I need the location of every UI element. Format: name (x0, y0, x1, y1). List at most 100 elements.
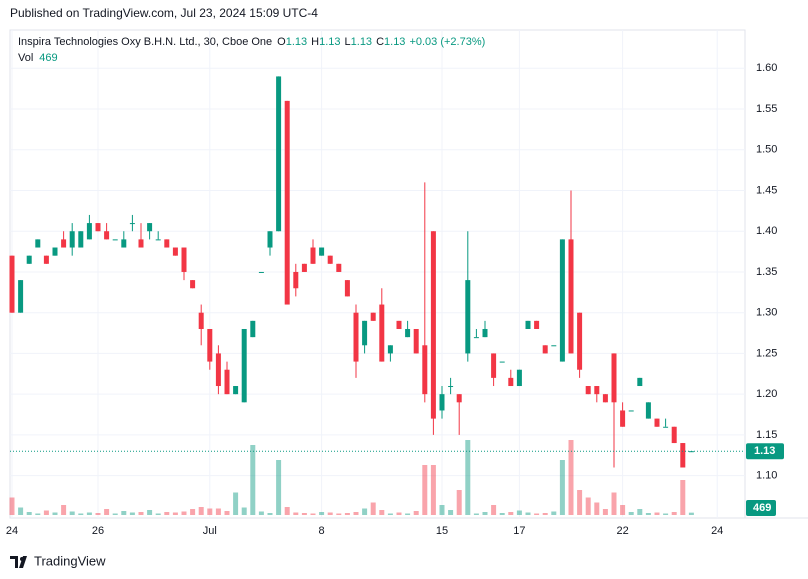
volume-bar (121, 511, 127, 515)
x-tick-label: 8 (319, 525, 325, 537)
volume-bar (602, 509, 608, 515)
last-price-label: 1.13 (754, 445, 775, 457)
x-tick-label: 26 (92, 525, 104, 537)
volume-bar (456, 490, 462, 515)
volume-bar (301, 513, 307, 515)
volume-bar (172, 512, 178, 515)
y-tick-label: 1.50 (756, 144, 777, 156)
volume-bar (637, 509, 643, 515)
candle-body (671, 426, 677, 444)
volume-bar (645, 513, 651, 515)
candle-body (499, 361, 505, 363)
volume-bar (353, 512, 359, 515)
candle-body (594, 386, 600, 395)
candle-body (190, 280, 196, 289)
volume-bar (499, 513, 505, 515)
legend-text: Inspira Technologies Oxy B.H.N. Ltd., 30… (18, 36, 272, 48)
candle-body (147, 223, 153, 232)
volume-legend: Vol 469 (18, 52, 58, 64)
candle-body (396, 320, 402, 329)
last-volume-box (746, 500, 776, 516)
candle-body (78, 231, 84, 248)
candle-body (482, 328, 488, 338)
candle-body (525, 320, 531, 329)
brand-name: TradingView (34, 553, 106, 568)
volume-bar (215, 508, 221, 515)
candle-body (577, 312, 583, 370)
x-tick-label: 24 (711, 525, 723, 537)
volume-bar (233, 492, 239, 515)
candle-body (602, 394, 608, 403)
candle-body (104, 231, 110, 240)
legend-text: +0.03 (+2.73%) (409, 36, 485, 48)
x-tick-label: 22 (616, 525, 628, 537)
volume-bar (654, 512, 660, 515)
candle-body (52, 247, 58, 256)
volume-bar (594, 502, 600, 515)
volume-bar (551, 511, 557, 515)
volume-bar (9, 497, 15, 515)
candle-body (542, 345, 548, 354)
candle-body (319, 247, 325, 256)
candle-body (628, 410, 634, 412)
volume-bar (413, 511, 419, 515)
volume-bar (319, 512, 325, 515)
y-tick-label: 1.15 (756, 429, 777, 441)
candle-body (680, 443, 686, 468)
volume-bar (585, 497, 591, 515)
y-tick-label: 1.55 (756, 103, 777, 115)
candle-body (224, 369, 230, 395)
volume-bar (448, 510, 454, 515)
candle-body (637, 377, 643, 387)
legend-text: 1.13 (351, 36, 372, 48)
volume-bar (680, 480, 686, 515)
y-tick-label: 1.35 (756, 266, 777, 278)
candle-body (413, 328, 419, 354)
volume-bar (207, 508, 213, 515)
candle-body (370, 312, 376, 321)
volume-bar (508, 512, 514, 515)
volume-bar (61, 505, 67, 515)
candle-body (86, 223, 92, 240)
volume-bar (138, 512, 144, 515)
candle-body (456, 394, 462, 403)
volume-bar (688, 512, 694, 515)
candle-body (9, 255, 15, 313)
candle-body (301, 263, 307, 272)
volume-bar (258, 511, 264, 515)
x-tick-label: 24 (6, 525, 18, 537)
candle-body (61, 239, 67, 248)
volume-bar (181, 511, 187, 515)
candle-body (284, 100, 290, 305)
volume-bar (516, 510, 522, 515)
legend-text: C (376, 36, 384, 48)
legend-text: 1.13 (319, 36, 340, 48)
x-tick-label: Jul (203, 525, 217, 537)
volume-bar (491, 505, 497, 515)
candle-body (233, 386, 239, 395)
y-tick-label: 1.30 (756, 307, 777, 319)
volume-bar (155, 513, 161, 515)
candle-body (387, 345, 393, 354)
last-volume-label: 469 (753, 502, 771, 514)
candle-body (26, 255, 32, 264)
volume-bar (86, 512, 92, 515)
candle-body (129, 223, 135, 225)
legend-text: 1.13 (286, 36, 307, 48)
candle-body (422, 345, 428, 395)
y-tick-label: 1.60 (756, 62, 777, 74)
candle-body (43, 255, 49, 264)
candle-body (465, 280, 471, 354)
volume-bar (370, 502, 376, 515)
candle-body (276, 76, 282, 232)
candle-body (215, 353, 221, 387)
candle-body (258, 271, 264, 273)
volume-bar (628, 512, 634, 515)
volume-bar (663, 513, 669, 515)
candle-body (267, 231, 273, 248)
last-price-box (746, 443, 784, 460)
volume-bar (405, 513, 411, 515)
volume-bar (559, 460, 565, 515)
y-tick-label: 1.10 (756, 470, 777, 482)
